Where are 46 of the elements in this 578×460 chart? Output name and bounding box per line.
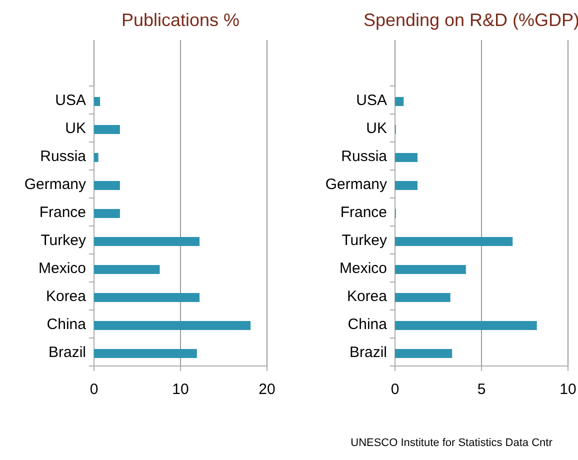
bar bbox=[395, 293, 450, 302]
bar bbox=[395, 237, 513, 246]
bar bbox=[94, 125, 120, 134]
bar bbox=[94, 97, 100, 106]
x-tick-label: 10 bbox=[172, 381, 189, 398]
y-tick-label: France bbox=[340, 204, 387, 221]
y-tick-label: USA bbox=[356, 92, 387, 109]
y-tick-label: Russia bbox=[40, 148, 87, 165]
y-tick-label: UK bbox=[65, 120, 86, 137]
bar bbox=[395, 181, 418, 190]
y-tick-label: Germany bbox=[325, 176, 388, 193]
x-tick-label: 10 bbox=[560, 381, 576, 398]
bar bbox=[94, 293, 200, 302]
y-tick-label: Korea bbox=[46, 288, 87, 305]
x-tick-label: 0 bbox=[90, 381, 98, 398]
bar bbox=[395, 153, 418, 162]
x-tick-label: 0 bbox=[390, 381, 400, 398]
y-tick-label: Mexico bbox=[339, 260, 387, 277]
y-tick-label: Turkey bbox=[40, 232, 86, 249]
y-tick-label: France bbox=[39, 204, 86, 221]
y-tick-label: Germany bbox=[24, 176, 86, 193]
bar bbox=[395, 321, 537, 330]
y-tick-label: Brazil bbox=[349, 344, 387, 361]
y-tick-label: Turkey bbox=[342, 232, 388, 249]
chart-title: Publications % bbox=[121, 10, 240, 30]
bar bbox=[94, 265, 160, 274]
y-tick-label: China bbox=[348, 316, 388, 333]
y-tick-label: China bbox=[46, 316, 87, 333]
text: UNESCO Institute for Statistics Data Cntr bbox=[350, 437, 553, 449]
y-tick-label: Korea bbox=[346, 288, 388, 305]
bar bbox=[94, 237, 200, 246]
y-tick-label: UK bbox=[366, 120, 387, 137]
x-tick-label: 5 bbox=[477, 381, 486, 398]
bar bbox=[395, 349, 452, 358]
bar bbox=[94, 321, 251, 330]
bar bbox=[94, 209, 120, 218]
x-tick-label: 20 bbox=[258, 381, 276, 398]
y-tick-label: Mexico bbox=[38, 260, 86, 277]
bar bbox=[94, 153, 98, 162]
bar bbox=[395, 265, 466, 274]
bar bbox=[94, 181, 120, 190]
y-tick-label: USA bbox=[55, 92, 86, 109]
bar bbox=[395, 97, 404, 106]
y-tick-label: Russia bbox=[341, 148, 388, 165]
y-tick-label: Brazil bbox=[48, 344, 86, 361]
bar bbox=[94, 349, 197, 358]
